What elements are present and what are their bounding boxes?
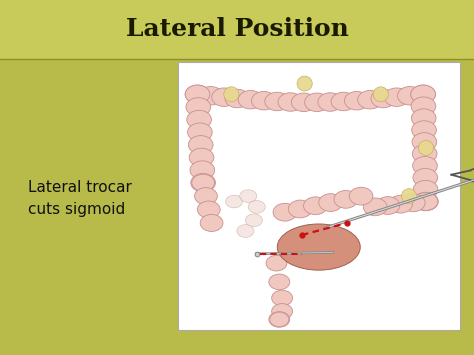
Circle shape: [190, 161, 215, 179]
Circle shape: [411, 97, 436, 115]
Circle shape: [411, 85, 436, 104]
Circle shape: [269, 312, 290, 327]
Circle shape: [345, 92, 369, 110]
Circle shape: [226, 195, 243, 208]
Circle shape: [194, 187, 217, 204]
Ellipse shape: [224, 87, 239, 102]
Ellipse shape: [277, 224, 360, 270]
Circle shape: [412, 133, 437, 151]
Circle shape: [252, 92, 276, 110]
Circle shape: [272, 290, 292, 306]
Circle shape: [318, 93, 343, 111]
Circle shape: [189, 148, 214, 167]
Circle shape: [384, 88, 409, 106]
Circle shape: [401, 194, 425, 212]
FancyBboxPatch shape: [178, 62, 460, 330]
Circle shape: [414, 193, 438, 211]
Circle shape: [303, 197, 327, 215]
Circle shape: [237, 225, 254, 237]
Circle shape: [411, 109, 436, 127]
Circle shape: [272, 304, 292, 319]
Circle shape: [413, 168, 438, 187]
Circle shape: [269, 274, 290, 290]
Circle shape: [200, 214, 223, 231]
Ellipse shape: [373, 87, 388, 102]
Circle shape: [265, 92, 290, 111]
Circle shape: [412, 144, 437, 163]
Circle shape: [389, 195, 412, 213]
Circle shape: [186, 98, 210, 116]
Circle shape: [212, 88, 237, 106]
Circle shape: [376, 197, 400, 214]
Circle shape: [278, 93, 303, 111]
Circle shape: [225, 89, 250, 108]
Circle shape: [199, 87, 223, 105]
Circle shape: [319, 194, 342, 212]
Ellipse shape: [401, 189, 417, 203]
Circle shape: [363, 198, 387, 216]
Circle shape: [358, 91, 383, 109]
Circle shape: [246, 214, 263, 226]
Circle shape: [414, 192, 438, 211]
FancyBboxPatch shape: [0, 0, 474, 59]
Text: Lateral Position: Lateral Position: [126, 17, 348, 41]
Circle shape: [270, 312, 289, 327]
Circle shape: [185, 85, 210, 104]
Circle shape: [305, 93, 329, 111]
Ellipse shape: [419, 141, 434, 155]
Ellipse shape: [297, 76, 312, 91]
Text: Lateral trocar
cuts sigmoid: Lateral trocar cuts sigmoid: [28, 180, 132, 217]
Circle shape: [187, 110, 211, 129]
Circle shape: [197, 201, 220, 218]
Circle shape: [349, 187, 373, 205]
Circle shape: [413, 180, 438, 199]
Circle shape: [398, 87, 422, 105]
Circle shape: [188, 136, 213, 154]
Circle shape: [412, 121, 437, 139]
Circle shape: [371, 89, 396, 108]
Circle shape: [413, 157, 438, 175]
Circle shape: [188, 123, 212, 141]
Circle shape: [238, 91, 263, 109]
Circle shape: [334, 191, 358, 208]
Circle shape: [331, 92, 356, 111]
Circle shape: [273, 203, 297, 221]
Circle shape: [248, 201, 265, 213]
Circle shape: [240, 190, 257, 202]
Circle shape: [288, 200, 312, 218]
Circle shape: [191, 174, 216, 192]
Circle shape: [192, 174, 215, 191]
Circle shape: [266, 255, 287, 271]
Circle shape: [292, 93, 316, 111]
Circle shape: [411, 85, 436, 104]
Circle shape: [185, 85, 210, 104]
